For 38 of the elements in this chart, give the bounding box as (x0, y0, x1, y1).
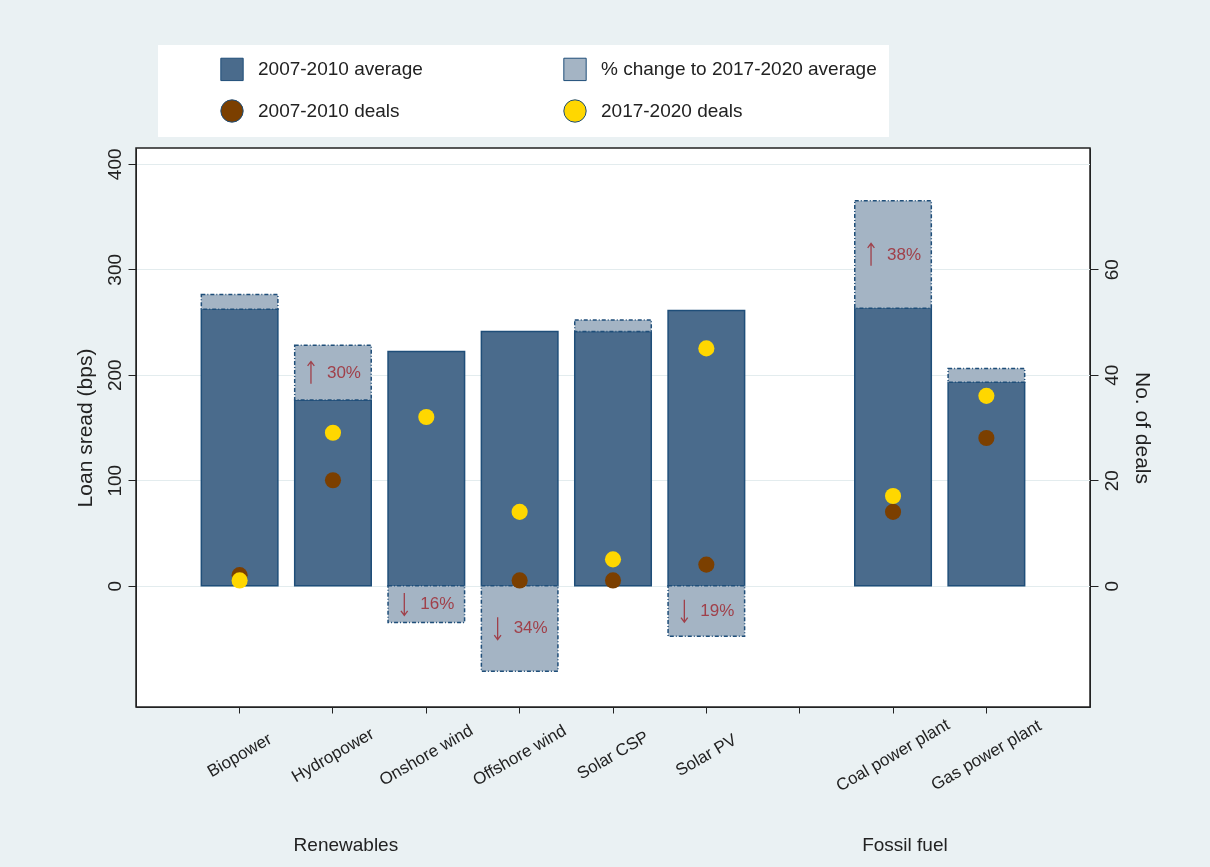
point (884, 488, 902, 505)
point (511, 503, 528, 520)
y2-tick-label: 0 (1100, 580, 1122, 592)
point (978, 430, 995, 447)
point (604, 572, 622, 589)
x-tick-label: Solar CSP (573, 727, 652, 784)
legend-label: 2007-2010 average (258, 58, 423, 80)
y-tick-label: 300 (103, 253, 125, 286)
text: Renewables (293, 834, 399, 855)
point (511, 572, 528, 589)
annotation: 19% (700, 601, 735, 621)
y-tick-label: 200 (103, 359, 125, 392)
y-tick-label: 100 (103, 464, 125, 497)
legend-label: 2017-2020 deals (601, 100, 743, 121)
point (231, 572, 248, 589)
point (884, 503, 902, 520)
annotation: 38% (887, 244, 922, 264)
annotation: 34% (513, 618, 548, 638)
annotation: 16% (420, 594, 455, 614)
point (604, 551, 622, 568)
point (324, 472, 342, 489)
point (698, 340, 715, 357)
legend-label: % change to 2017-2020 average (601, 58, 877, 80)
point (418, 408, 435, 425)
point (324, 424, 342, 441)
y2-axis-title: No. of deals (1131, 371, 1155, 485)
legend-label: 2007-2010 deals (258, 100, 400, 121)
text: Fossil fuel (862, 834, 948, 855)
annotation: 30% (326, 362, 361, 382)
y-tick-label: 0 (103, 580, 125, 592)
point (698, 556, 715, 573)
y2-tick-label: 20 (1100, 470, 1122, 492)
point (978, 387, 995, 404)
x-tick-label: Solar PV (672, 729, 741, 781)
y-tick-label: 400 (103, 148, 125, 181)
y2-tick-label: 40 (1100, 364, 1122, 386)
y-axis-title: Loan sread (bps) (72, 348, 96, 508)
y2-tick-label: 60 (1100, 259, 1122, 281)
